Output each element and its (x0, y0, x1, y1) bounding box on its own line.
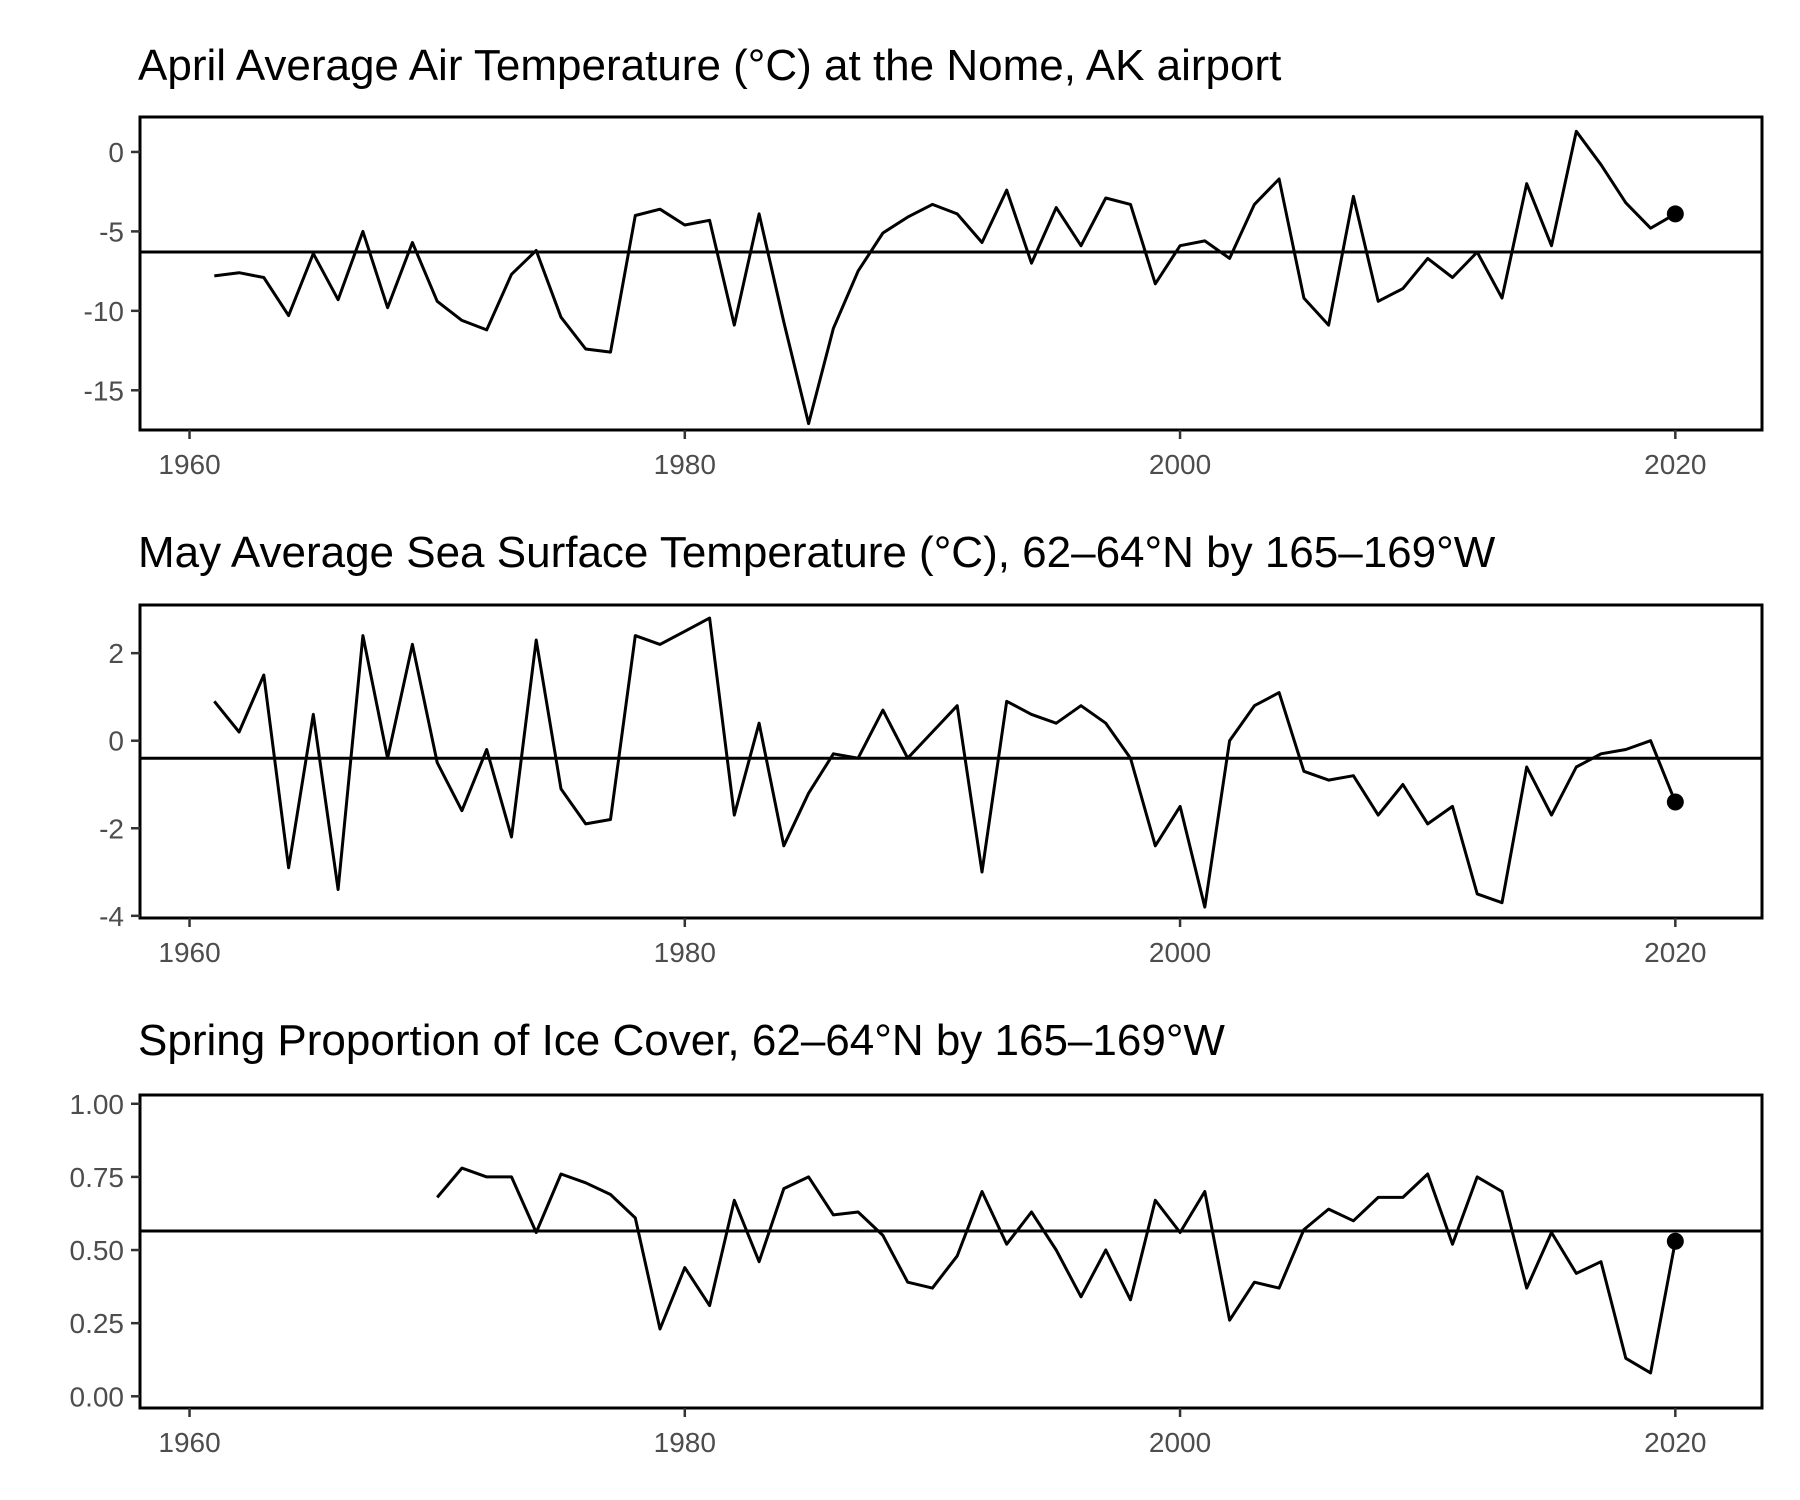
panel-title: May Average Sea Surface Temperature (°C)… (138, 528, 1496, 577)
x-tick-label: 2000 (1149, 937, 1211, 968)
panel-sea-surface-temperature: May Average Sea Surface Temperature (°C)… (99, 528, 1764, 968)
panel-title: Spring Proportion of Ice Cover, 62–64°N … (138, 1016, 1225, 1065)
plot-frame (138, 603, 1764, 920)
x-tick-label: 1980 (654, 449, 716, 480)
y-tick-label: 0 (108, 726, 124, 757)
x-tick-label: 1960 (158, 449, 220, 480)
latest-value-point (1666, 205, 1684, 223)
y-tick-label: 1.00 (70, 1089, 125, 1120)
y-tick-label: -15 (84, 375, 124, 406)
plot-frame (138, 115, 1764, 432)
x-tick-label: 2020 (1644, 1427, 1706, 1458)
y-tick-label: -4 (99, 901, 124, 932)
x-tick-label: 2000 (1149, 449, 1211, 480)
y-tick-label: 0 (108, 137, 124, 168)
x-tick-label: 1960 (158, 937, 220, 968)
panel-air-temperature: April Average Air Temperature (°C) at th… (84, 41, 1764, 480)
y-tick-label: 2 (108, 638, 124, 669)
y-tick-label: 0.00 (70, 1381, 125, 1412)
x-tick-label: 2000 (1149, 1427, 1211, 1458)
y-tick-label: 0.75 (70, 1162, 125, 1193)
x-tick-label: 1960 (158, 1427, 220, 1458)
y-tick-label: -10 (84, 296, 124, 327)
y-tick-label: -2 (99, 813, 124, 844)
x-tick-label: 1980 (654, 937, 716, 968)
y-tick-label: 0.25 (70, 1308, 125, 1339)
series-line (213, 616, 1677, 909)
y-tick-label: -5 (99, 216, 124, 247)
y-tick-label: 0.50 (70, 1235, 125, 1266)
panel-title: April Average Air Temperature (°C) at th… (138, 41, 1281, 90)
latest-value-point (1666, 1232, 1684, 1250)
x-tick-label: 2020 (1644, 937, 1706, 968)
latest-value-point (1666, 793, 1684, 811)
plot-frame (138, 1093, 1764, 1410)
x-tick-label: 2020 (1644, 449, 1706, 480)
series-line (214, 129, 1677, 426)
x-tick-label: 1980 (654, 1427, 716, 1458)
series-line (436, 1166, 1677, 1375)
panel-ice-cover: Spring Proportion of Ice Cover, 62–64°N … (70, 1016, 1764, 1458)
